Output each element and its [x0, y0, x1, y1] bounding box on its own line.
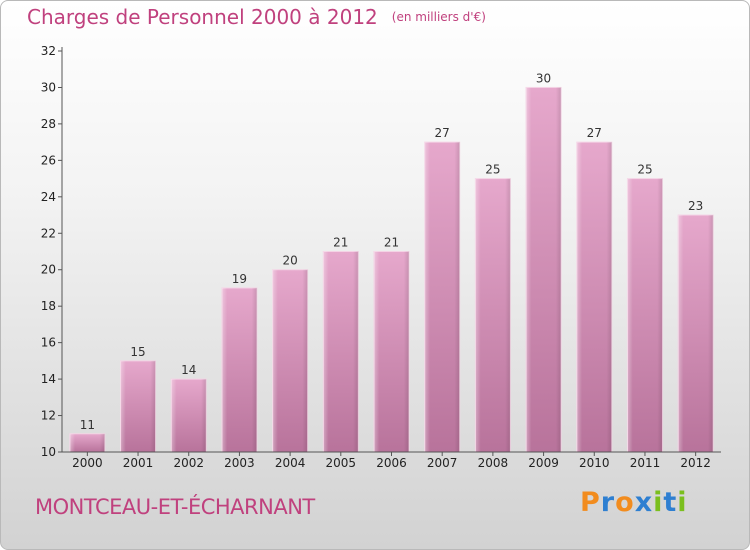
- x-tick-label-2002: 2002: [173, 456, 204, 470]
- logo-letter: i: [653, 487, 664, 518]
- data-label-2006: 21: [384, 236, 399, 250]
- bar-shade-2005: [323, 251, 359, 452]
- bar-shade-2010: [576, 142, 612, 453]
- bar-shade-2000: [69, 433, 105, 452]
- bar-shade-2012: [678, 215, 714, 452]
- data-label-2003: 19: [232, 272, 247, 286]
- bar-shade-2007: [424, 142, 460, 453]
- data-label-2000: 11: [80, 418, 95, 432]
- x-tick-label-2000: 2000: [72, 456, 103, 470]
- x-tick-label-2008: 2008: [478, 456, 509, 470]
- bar-shade-2004: [272, 269, 308, 452]
- data-label-2012: 23: [688, 199, 703, 213]
- chart-subtitle: (en milliers d'€): [391, 10, 486, 24]
- logo-letter: o: [615, 487, 635, 518]
- logo-letter: r: [600, 487, 616, 518]
- x-tick-label-2009: 2009: [528, 456, 559, 470]
- bars-group: 11 15 14 19 20 21 21 27 25 30 27 25 23: [69, 71, 714, 453]
- y-tick-label: 10: [41, 445, 56, 459]
- data-label-2007: 27: [435, 126, 450, 140]
- x-tick-label-2007: 2007: [427, 456, 458, 470]
- bar-shade-2006: [374, 251, 409, 452]
- data-label-2011: 25: [637, 163, 652, 177]
- data-label-2010: 27: [587, 126, 602, 140]
- x-tick-label-2004: 2004: [275, 456, 306, 470]
- y-tick-label: 24: [41, 190, 56, 204]
- bar-shade-2001: [120, 360, 156, 452]
- y-tick-label: 26: [41, 153, 56, 167]
- y-tick-label: 14: [41, 372, 56, 386]
- axes-group: 10 12 14 16 18 20 22 24 26 28 30 32 2000 2001 2002 2003…: [41, 44, 721, 470]
- x-tick-label-2003: 2003: [224, 456, 255, 470]
- x-tick-label-2010: 2010: [579, 456, 610, 470]
- x-tick-label-2011: 2011: [630, 456, 661, 470]
- y-tick-label: 12: [41, 409, 56, 423]
- bar-shade-2011: [627, 178, 663, 452]
- y-tick-label: 28: [41, 117, 56, 131]
- data-label-2009: 30: [536, 71, 551, 85]
- commune-name: MONTCEAU-ET-ÉCHARNANT: [35, 495, 315, 519]
- y-tick-label: 32: [41, 44, 56, 58]
- proxiti-logo: Proxiti: [580, 487, 688, 518]
- y-tick-label: 18: [41, 299, 56, 313]
- logo-letter: t: [663, 487, 678, 518]
- y-tick-label: 22: [41, 226, 56, 240]
- logo-letter: x: [634, 487, 654, 518]
- x-tick-label-2005: 2005: [326, 456, 357, 470]
- y-tick-label: 16: [41, 336, 56, 350]
- y-tick-label: 30: [41, 80, 56, 94]
- data-label-2004: 20: [282, 254, 297, 268]
- data-label-2002: 14: [181, 363, 196, 377]
- bar-shade-2009: [526, 87, 562, 453]
- logo-letter: i: [677, 487, 688, 518]
- chart-title: Charges de Personnel 2000 à 2012 (en mill…: [27, 5, 486, 29]
- logo-letter: P: [580, 487, 601, 518]
- bar-shade-2008: [475, 178, 511, 452]
- x-tick-label-2001: 2001: [123, 456, 154, 470]
- bar-shade-2002: [171, 379, 207, 452]
- bar-shade-2003: [221, 287, 257, 452]
- data-label-2005: 21: [333, 236, 348, 250]
- y-tick-label: 20: [41, 263, 56, 277]
- data-label-2008: 25: [485, 163, 500, 177]
- data-label-2001: 15: [130, 345, 145, 359]
- x-tick-label-2012: 2012: [680, 456, 711, 470]
- x-tick-label-2006: 2006: [376, 456, 407, 470]
- chart-title-text: Charges de Personnel 2000 à 2012: [27, 5, 378, 29]
